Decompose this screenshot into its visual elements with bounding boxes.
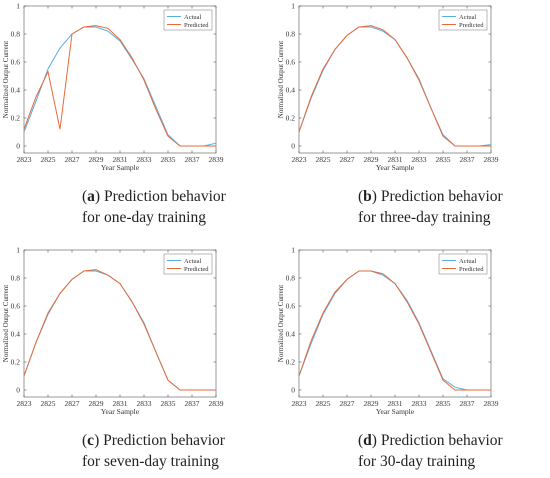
x-tick-label: 2827 — [340, 155, 355, 164]
x-axis-label: Year Sample — [101, 163, 140, 172]
y-axis-label: Normalized Output Current — [277, 285, 285, 362]
x-tick-label: 2831 — [113, 399, 128, 408]
legend-label-actual: Actual — [184, 258, 202, 265]
x-axis-label: Year Sample — [376, 163, 415, 172]
x-tick-label: 2823 — [292, 155, 307, 164]
y-tick-label: 0 — [291, 386, 295, 395]
x-tick-label: 2835 — [161, 155, 176, 164]
x-tick-label: 2823 — [292, 399, 307, 408]
y-tick-label: 0.8 — [11, 30, 21, 39]
x-tick-label: 2833 — [412, 155, 427, 164]
x-tick-label: 2837 — [460, 399, 475, 408]
caption-b: (b) Prediction behavior for three-day tr… — [358, 188, 503, 226]
x-axis-label: Year Sample — [376, 407, 415, 416]
series-line-predicted — [23, 25, 216, 147]
y-tick-label: 0 — [16, 142, 20, 151]
series-line-predicted — [23, 269, 216, 391]
x-tick-label: 2831 — [388, 399, 403, 408]
legend-label-actual: Actual — [184, 14, 202, 21]
y-axis-label: Normalized Output Current — [2, 41, 10, 118]
x-tick-label: 2831 — [113, 155, 128, 164]
x-axis-label: Year Sample — [101, 407, 140, 416]
chart-panel-a: 2823 2825 2827 2829 2831 2833 2835 2837 2839 0 0.2… — [2, 2, 224, 173]
y-tick-label: 0 — [16, 386, 20, 395]
legend-label-predicted: Predicted — [459, 266, 484, 273]
x-tick-label: 2827 — [65, 399, 80, 408]
x-tick-label: 2833 — [137, 399, 152, 408]
y-tick-label: 1 — [291, 246, 295, 255]
x-tick-label: 2833 — [412, 399, 427, 408]
y-tick-label: 0.4 — [286, 86, 296, 95]
plot-frame — [298, 5, 492, 154]
plot-frame — [23, 5, 217, 154]
x-tick-label: 2825 — [316, 399, 331, 408]
chart-panel-b: 2823 2825 2827 2829 2831 2833 2835 2837 2839 0 0.2… — [277, 2, 499, 173]
x-tick-label: 2829 — [364, 399, 379, 408]
x-tick-label: 2827 — [65, 155, 80, 164]
y-tick-label: 0.4 — [11, 330, 21, 339]
series-line-predicted — [298, 270, 491, 391]
x-tick-label: 2837 — [185, 155, 200, 164]
y-tick-label: 0.6 — [286, 302, 296, 311]
caption-a: (a) Prediction behavior for one-day trai… — [82, 188, 226, 226]
y-tick-label: 0.8 — [286, 30, 296, 39]
y-tick-label: 0.2 — [286, 358, 296, 367]
x-tick-label: 2825 — [41, 155, 56, 164]
caption-d: (d) Prediction behavior for 30-day train… — [358, 432, 503, 470]
y-tick-label: 1 — [16, 2, 20, 11]
y-tick-label: 0.8 — [286, 274, 296, 283]
y-tick-label: 0.4 — [286, 330, 296, 339]
y-tick-label: 1 — [16, 246, 20, 255]
x-tick-label: 2835 — [436, 155, 451, 164]
x-tick-label: 2823 — [17, 155, 32, 164]
y-tick-label: 0.4 — [11, 86, 21, 95]
plot-frame — [298, 249, 492, 398]
legend-label-actual: Actual — [459, 14, 477, 21]
series-line-predicted — [298, 25, 491, 147]
y-axis-label: Normalized Output Current — [2, 285, 10, 362]
x-tick-label: 2829 — [89, 155, 104, 164]
legend-label-actual: Actual — [459, 258, 477, 265]
x-tick-label: 2839 — [209, 399, 224, 408]
caption-c: (c) Prediction behavior for seven-day tr… — [82, 432, 225, 470]
x-tick-label: 2835 — [436, 399, 451, 408]
x-tick-label: 2837 — [185, 399, 200, 408]
y-tick-label: 0.6 — [11, 58, 21, 67]
y-tick-label: 0.6 — [11, 302, 21, 311]
plot-frame — [23, 249, 217, 398]
x-tick-label: 2839 — [209, 155, 224, 164]
y-axis-label: Normalized Output Current — [277, 41, 285, 118]
x-tick-label: 2825 — [316, 155, 331, 164]
x-tick-label: 2829 — [89, 399, 104, 408]
legend-label-predicted: Predicted — [459, 22, 484, 29]
y-tick-label: 0.2 — [11, 358, 21, 367]
x-tick-label: 2837 — [460, 155, 475, 164]
legend-label-predicted: Predicted — [184, 266, 209, 273]
y-tick-label: 1 — [291, 2, 295, 11]
x-tick-label: 2823 — [17, 399, 32, 408]
y-tick-label: 0 — [291, 142, 295, 151]
x-tick-label: 2829 — [364, 155, 379, 164]
y-tick-label: 0.2 — [286, 114, 296, 123]
chart-panel-d: 2823 2825 2827 2829 2831 2833 2835 2837 2839 0 0.2… — [277, 246, 499, 417]
x-tick-label: 2839 — [484, 155, 499, 164]
y-tick-label: 0.2 — [11, 114, 21, 123]
x-tick-label: 2831 — [388, 155, 403, 164]
chart-panel-c: 2823 2825 2827 2829 2831 2833 2835 2837 2839 0 0.2… — [2, 246, 224, 417]
x-tick-label: 2835 — [161, 399, 176, 408]
x-tick-label: 2827 — [340, 399, 355, 408]
x-tick-label: 2839 — [484, 399, 499, 408]
y-tick-label: 0.6 — [286, 58, 296, 67]
x-tick-label: 2833 — [137, 155, 152, 164]
y-tick-label: 0.8 — [11, 274, 21, 283]
x-tick-label: 2825 — [41, 399, 56, 408]
legend-label-predicted: Predicted — [184, 22, 209, 29]
